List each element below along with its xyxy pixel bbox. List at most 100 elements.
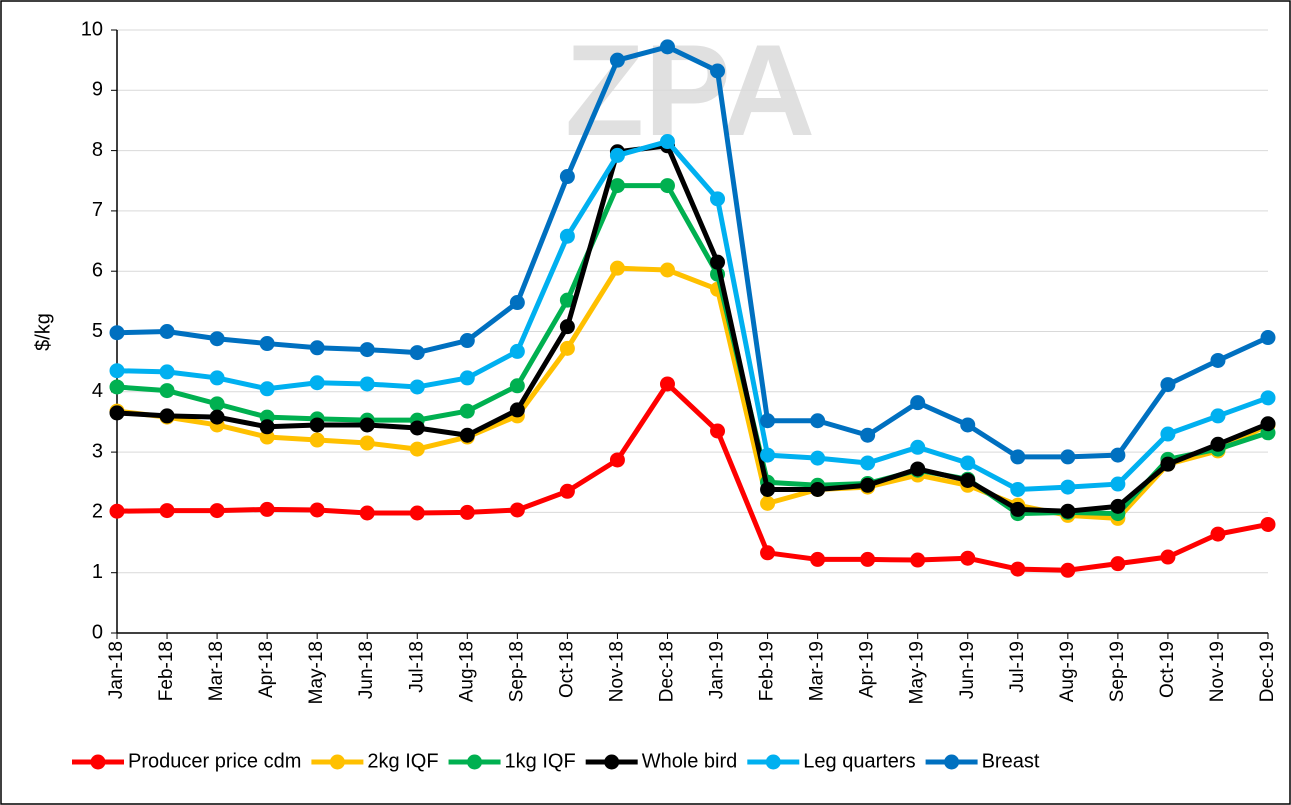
data-point bbox=[1060, 563, 1075, 578]
data-point bbox=[360, 506, 375, 521]
data-point bbox=[1160, 377, 1175, 392]
data-point bbox=[110, 379, 125, 394]
data-point bbox=[1110, 556, 1125, 571]
data-point bbox=[310, 433, 325, 448]
data-point bbox=[160, 408, 175, 423]
legend-marker bbox=[467, 755, 482, 770]
x-tick-label: Jun-19 bbox=[957, 641, 978, 699]
data-point bbox=[560, 319, 575, 334]
data-point bbox=[660, 376, 675, 391]
data-point bbox=[1261, 517, 1276, 532]
data-point bbox=[1060, 480, 1075, 495]
y-tick-label: 7 bbox=[92, 199, 103, 221]
data-point bbox=[910, 395, 925, 410]
data-point bbox=[910, 553, 925, 568]
legend-marker bbox=[604, 755, 619, 770]
x-tick-label: Sep-18 bbox=[506, 641, 527, 702]
x-tick-label: Feb-19 bbox=[757, 641, 778, 701]
data-point bbox=[410, 420, 425, 435]
y-tick-label: 4 bbox=[92, 380, 103, 402]
data-point bbox=[710, 64, 725, 79]
x-tick-label: Feb-18 bbox=[156, 641, 177, 701]
data-point bbox=[610, 261, 625, 276]
data-point bbox=[560, 484, 575, 499]
y-tick-label: 10 bbox=[81, 18, 103, 40]
legend-label: 1kg IQF bbox=[505, 750, 576, 772]
legend-marker bbox=[330, 755, 345, 770]
data-point bbox=[660, 134, 675, 149]
data-point bbox=[160, 383, 175, 398]
data-point bbox=[410, 442, 425, 457]
data-point bbox=[310, 340, 325, 355]
data-point bbox=[310, 375, 325, 390]
data-point bbox=[310, 417, 325, 432]
x-tick-label: Oct-19 bbox=[1157, 641, 1178, 698]
data-point bbox=[1110, 448, 1125, 463]
x-tick-label: Apr-18 bbox=[256, 641, 277, 698]
x-tick-label: Dec-18 bbox=[656, 641, 677, 702]
data-point bbox=[1160, 457, 1175, 472]
y-tick-label: 3 bbox=[92, 440, 103, 462]
data-point bbox=[110, 325, 125, 340]
y-tick-label: 9 bbox=[92, 79, 103, 101]
data-point bbox=[510, 344, 525, 359]
legend-label: Leg quarters bbox=[803, 750, 915, 772]
data-point bbox=[160, 503, 175, 518]
data-point bbox=[910, 440, 925, 455]
data-point bbox=[1261, 416, 1276, 431]
data-point bbox=[510, 402, 525, 417]
data-point bbox=[960, 473, 975, 488]
data-point bbox=[210, 396, 225, 411]
data-point bbox=[260, 336, 275, 351]
data-point bbox=[610, 148, 625, 163]
x-tick-label: Mar-18 bbox=[206, 641, 227, 701]
data-point bbox=[560, 341, 575, 356]
data-point bbox=[110, 504, 125, 519]
x-tick-label: Dec-19 bbox=[1257, 641, 1278, 702]
data-point bbox=[1060, 449, 1075, 464]
data-point bbox=[1210, 437, 1225, 452]
data-point bbox=[410, 345, 425, 360]
x-tick-label: Jul-19 bbox=[1007, 641, 1028, 693]
data-point bbox=[460, 428, 475, 443]
data-point bbox=[460, 333, 475, 348]
x-tick-label: Nov-18 bbox=[606, 641, 627, 702]
data-point bbox=[1060, 504, 1075, 519]
data-point bbox=[760, 482, 775, 497]
data-point bbox=[760, 496, 775, 511]
data-point bbox=[1010, 482, 1025, 497]
data-point bbox=[510, 295, 525, 310]
legend-marker bbox=[91, 755, 106, 770]
x-tick-label: Jan-18 bbox=[106, 641, 127, 699]
y-tick-label: 6 bbox=[92, 259, 103, 281]
data-point bbox=[1110, 499, 1125, 514]
data-point bbox=[310, 502, 325, 517]
data-point bbox=[860, 552, 875, 567]
data-point bbox=[460, 505, 475, 520]
legend-label: Breast bbox=[982, 750, 1040, 772]
data-point bbox=[160, 324, 175, 339]
data-point bbox=[360, 417, 375, 432]
data-point bbox=[810, 552, 825, 567]
data-point bbox=[760, 413, 775, 428]
y-tick-label: 8 bbox=[92, 139, 103, 161]
legend-label: Producer price cdm bbox=[128, 750, 301, 772]
data-point bbox=[1010, 502, 1025, 517]
y-tick-label: 0 bbox=[92, 621, 103, 643]
x-tick-label: Oct-18 bbox=[556, 641, 577, 698]
x-tick-label: Jun-18 bbox=[356, 641, 377, 699]
data-point bbox=[610, 452, 625, 467]
x-tick-label: Mar-19 bbox=[807, 641, 828, 701]
data-point bbox=[260, 502, 275, 517]
data-point bbox=[510, 378, 525, 393]
data-point bbox=[1010, 449, 1025, 464]
data-point bbox=[210, 331, 225, 346]
legend-label: 2kg IQF bbox=[367, 750, 438, 772]
x-tick-label: Sep-19 bbox=[1107, 641, 1128, 702]
data-point bbox=[960, 417, 975, 432]
data-point bbox=[710, 423, 725, 438]
data-point bbox=[410, 379, 425, 394]
data-point bbox=[660, 39, 675, 54]
data-point bbox=[210, 410, 225, 425]
data-point bbox=[860, 455, 875, 470]
